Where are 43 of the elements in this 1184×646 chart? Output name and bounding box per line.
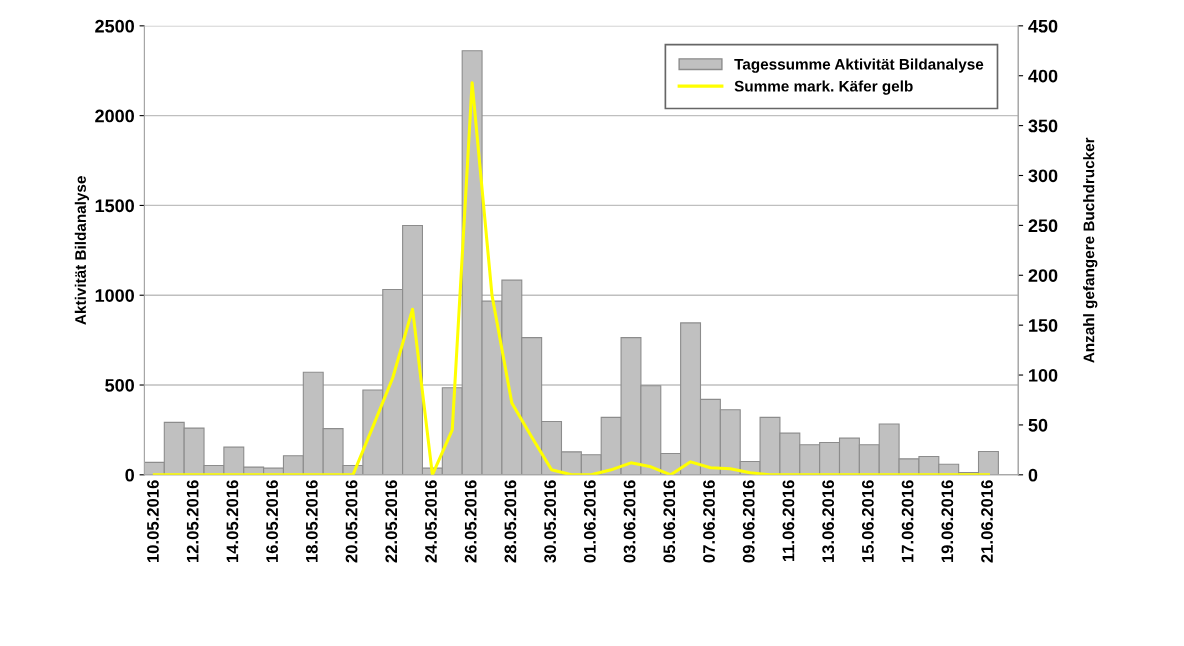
- x-tick-label: 10.05.2016: [147, 480, 159, 563]
- x-tick-label: 01.06.2016: [583, 480, 596, 563]
- y2-tick-label: 400: [1028, 69, 1058, 83]
- y2-tick-label: 50: [1028, 418, 1048, 432]
- x-tick-label: 22.05.2016: [385, 480, 398, 563]
- y2-tick-label: 150: [1029, 319, 1058, 332]
- y2-tick-label: 250: [1028, 219, 1058, 233]
- x-tick-label: 19.06.2016: [941, 480, 954, 563]
- y-axis-title: Aktivität Bildanalyse: [74, 176, 90, 325]
- y-tick-label: 1000: [95, 289, 134, 302]
- y-tick-label: 0: [125, 468, 134, 482]
- y-tick-label: 2500: [95, 19, 134, 33]
- x-tick-label: 07.06.2016: [703, 480, 715, 563]
- line-series: [152, 81, 990, 475]
- x-tick-label: 03.06.2016: [623, 480, 636, 563]
- y2-tick-label: 200: [1028, 269, 1058, 282]
- x-tick-label: 30.05.2016: [544, 480, 557, 563]
- x-tick-label: 18.05.2016: [305, 480, 318, 563]
- x-tick-label: 09.06.2016: [742, 480, 755, 563]
- x-tick-label: 21.06.2016: [981, 480, 993, 563]
- y2-tick-label: 300: [1028, 169, 1058, 183]
- x-tick-label: 16.05.2016: [266, 480, 278, 563]
- y2-tick-label: 100: [1029, 368, 1058, 382]
- x-tick-label: 26.05.2016: [464, 480, 477, 563]
- x-tick-label: 28.05.2016: [504, 480, 517, 563]
- y2-tick-label: 450: [1028, 19, 1058, 33]
- y-tick-label: 500: [105, 378, 134, 392]
- x-tick-label: 14.05.2016: [226, 480, 239, 563]
- x-tick-label: 17.06.2016: [901, 480, 914, 563]
- x-tick-label: 11.06.2016: [782, 480, 795, 562]
- y-tick-label: 2000: [95, 109, 134, 123]
- x-tick-label: 24.05.2016: [425, 480, 437, 563]
- y-tick-label: 1500: [95, 199, 134, 213]
- x-tick-label: 13.06.2016: [822, 480, 835, 563]
- x-tick-label: 15.06.2016: [861, 480, 874, 563]
- x-tick-label: 05.06.2016: [663, 480, 676, 563]
- legend-label: Summe mark. Käfer gelb: [734, 80, 913, 95]
- y2-tick-label: 0: [1028, 468, 1038, 482]
- x-tick-label: 12.05.2016: [186, 480, 199, 563]
- legend-label: Tagessumme Aktivität Bildanalyse: [734, 58, 984, 73]
- y2-axis-title: Anzahl gefangere Buchdrucker: [1083, 137, 1098, 363]
- y2-tick-label: 350: [1028, 119, 1058, 133]
- x-tick-label: 20.05.2016: [345, 480, 358, 563]
